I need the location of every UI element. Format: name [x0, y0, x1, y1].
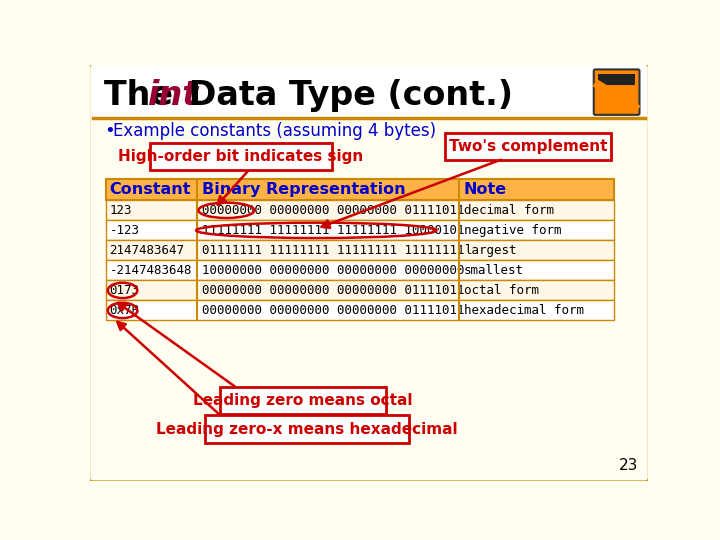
Text: smallest: smallest	[464, 264, 523, 277]
Text: Leading zero means octal: Leading zero means octal	[194, 393, 413, 408]
FancyBboxPatch shape	[204, 415, 409, 443]
Text: •: •	[104, 122, 114, 140]
Text: decimal form: decimal form	[464, 204, 554, 217]
FancyBboxPatch shape	[445, 132, 611, 160]
Text: High-order bit indicates sign: High-order bit indicates sign	[119, 149, 364, 164]
Text: Constant: Constant	[109, 182, 191, 197]
Text: 00000000 00000000 00000000 01111011: 00000000 00000000 00000000 01111011	[202, 304, 464, 317]
FancyBboxPatch shape	[598, 74, 635, 85]
FancyBboxPatch shape	[96, 118, 642, 475]
FancyBboxPatch shape	[106, 260, 614, 280]
Text: 01111111 11111111 11111111 11111111: 01111111 11111111 11111111 11111111	[202, 244, 464, 257]
Text: int: int	[148, 79, 199, 112]
FancyBboxPatch shape	[106, 179, 614, 200]
Text: octal form: octal form	[464, 284, 539, 297]
FancyBboxPatch shape	[220, 387, 386, 414]
Text: Leading zero-x means hexadecimal: Leading zero-x means hexadecimal	[156, 422, 458, 436]
FancyBboxPatch shape	[594, 70, 639, 115]
Text: Data Type (cont.): Data Type (cont.)	[177, 79, 513, 112]
Text: largest: largest	[464, 244, 516, 257]
Text: hexadecimal form: hexadecimal form	[464, 304, 583, 317]
FancyBboxPatch shape	[106, 220, 614, 240]
Text: 11111111 11111111 11111111 10000101: 11111111 11111111 11111111 10000101	[202, 224, 464, 237]
FancyBboxPatch shape	[106, 300, 614, 320]
FancyBboxPatch shape	[106, 280, 614, 300]
Text: negative form: negative form	[464, 224, 561, 237]
Text: The: The	[104, 79, 184, 112]
Text: 00000000 00000000 00000000 01111011: 00000000 00000000 00000000 01111011	[202, 204, 464, 217]
FancyBboxPatch shape	[106, 240, 614, 260]
FancyBboxPatch shape	[91, 65, 647, 120]
Text: 00000000 00000000 00000000 01111011: 00000000 00000000 00000000 01111011	[202, 284, 464, 297]
Text: 0173: 0173	[109, 284, 140, 297]
Text: -123: -123	[109, 224, 140, 237]
Text: 10000000 00000000 00000000 00000000: 10000000 00000000 00000000 00000000	[202, 264, 464, 277]
Text: Note: Note	[464, 182, 507, 197]
FancyBboxPatch shape	[150, 143, 332, 170]
Text: Example constants (assuming 4 bytes): Example constants (assuming 4 bytes)	[113, 122, 436, 140]
Text: -2147483648: -2147483648	[109, 264, 192, 277]
Text: Binary Representation: Binary Representation	[202, 182, 405, 197]
FancyBboxPatch shape	[106, 200, 614, 220]
Text: 23: 23	[619, 458, 639, 473]
Text: Two's complement: Two's complement	[449, 139, 607, 154]
FancyBboxPatch shape	[89, 63, 649, 482]
Text: 123: 123	[109, 204, 132, 217]
Text: 0x7B: 0x7B	[109, 304, 140, 317]
Text: 2147483647: 2147483647	[109, 244, 184, 257]
